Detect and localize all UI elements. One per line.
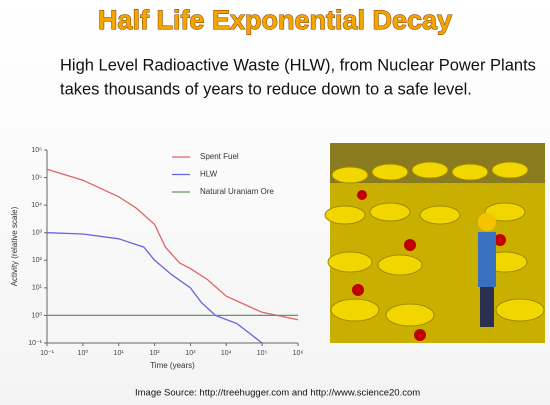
photo (324, 143, 545, 343)
x-tick-label: 10⁵ (257, 350, 268, 357)
y-tick-label: 10⁴ (31, 202, 42, 209)
x-tick-label: 10³ (185, 350, 196, 357)
y-tick-label: 10⁵ (31, 174, 42, 181)
series-line (46, 232, 263, 344)
x-axis-label: Time (years) (150, 361, 195, 370)
legend-label: Spent Fuel (200, 152, 239, 161)
subtitle-line: takes thousands of years to reduce down … (60, 80, 472, 98)
footer: Image Source: http://treehugger.com and … (135, 388, 420, 399)
y-tick-label: 10³ (32, 230, 43, 237)
y-tick-label: 10⁻¹ (28, 340, 42, 347)
y-tick-label: 10⁶ (31, 147, 42, 154)
x-tick-label: 10⁻¹ (40, 350, 54, 357)
y-axis-label: Activity (relative scale) (10, 206, 19, 286)
series-line (46, 168, 299, 321)
legend-label: HLW (200, 170, 218, 179)
subtitle-line: High Level Radioactive Waste (HLW), from… (60, 56, 536, 74)
y-tick-label: 10¹ (32, 285, 43, 292)
x-tick-label: 10⁰ (78, 349, 89, 357)
x-tick-label: 10¹ (114, 350, 125, 357)
x-tick-label: 10² (150, 350, 161, 357)
slide-title: Half Life Exponential Decay (98, 5, 452, 35)
y-tick-label: 10⁰ (31, 311, 42, 319)
x-tick-label: 10⁴ (221, 350, 232, 357)
y-tick-label: 10² (32, 257, 43, 264)
legend-label: Natural Uraniam Ore (200, 187, 274, 196)
x-tick-label: 10⁶ (293, 350, 304, 357)
